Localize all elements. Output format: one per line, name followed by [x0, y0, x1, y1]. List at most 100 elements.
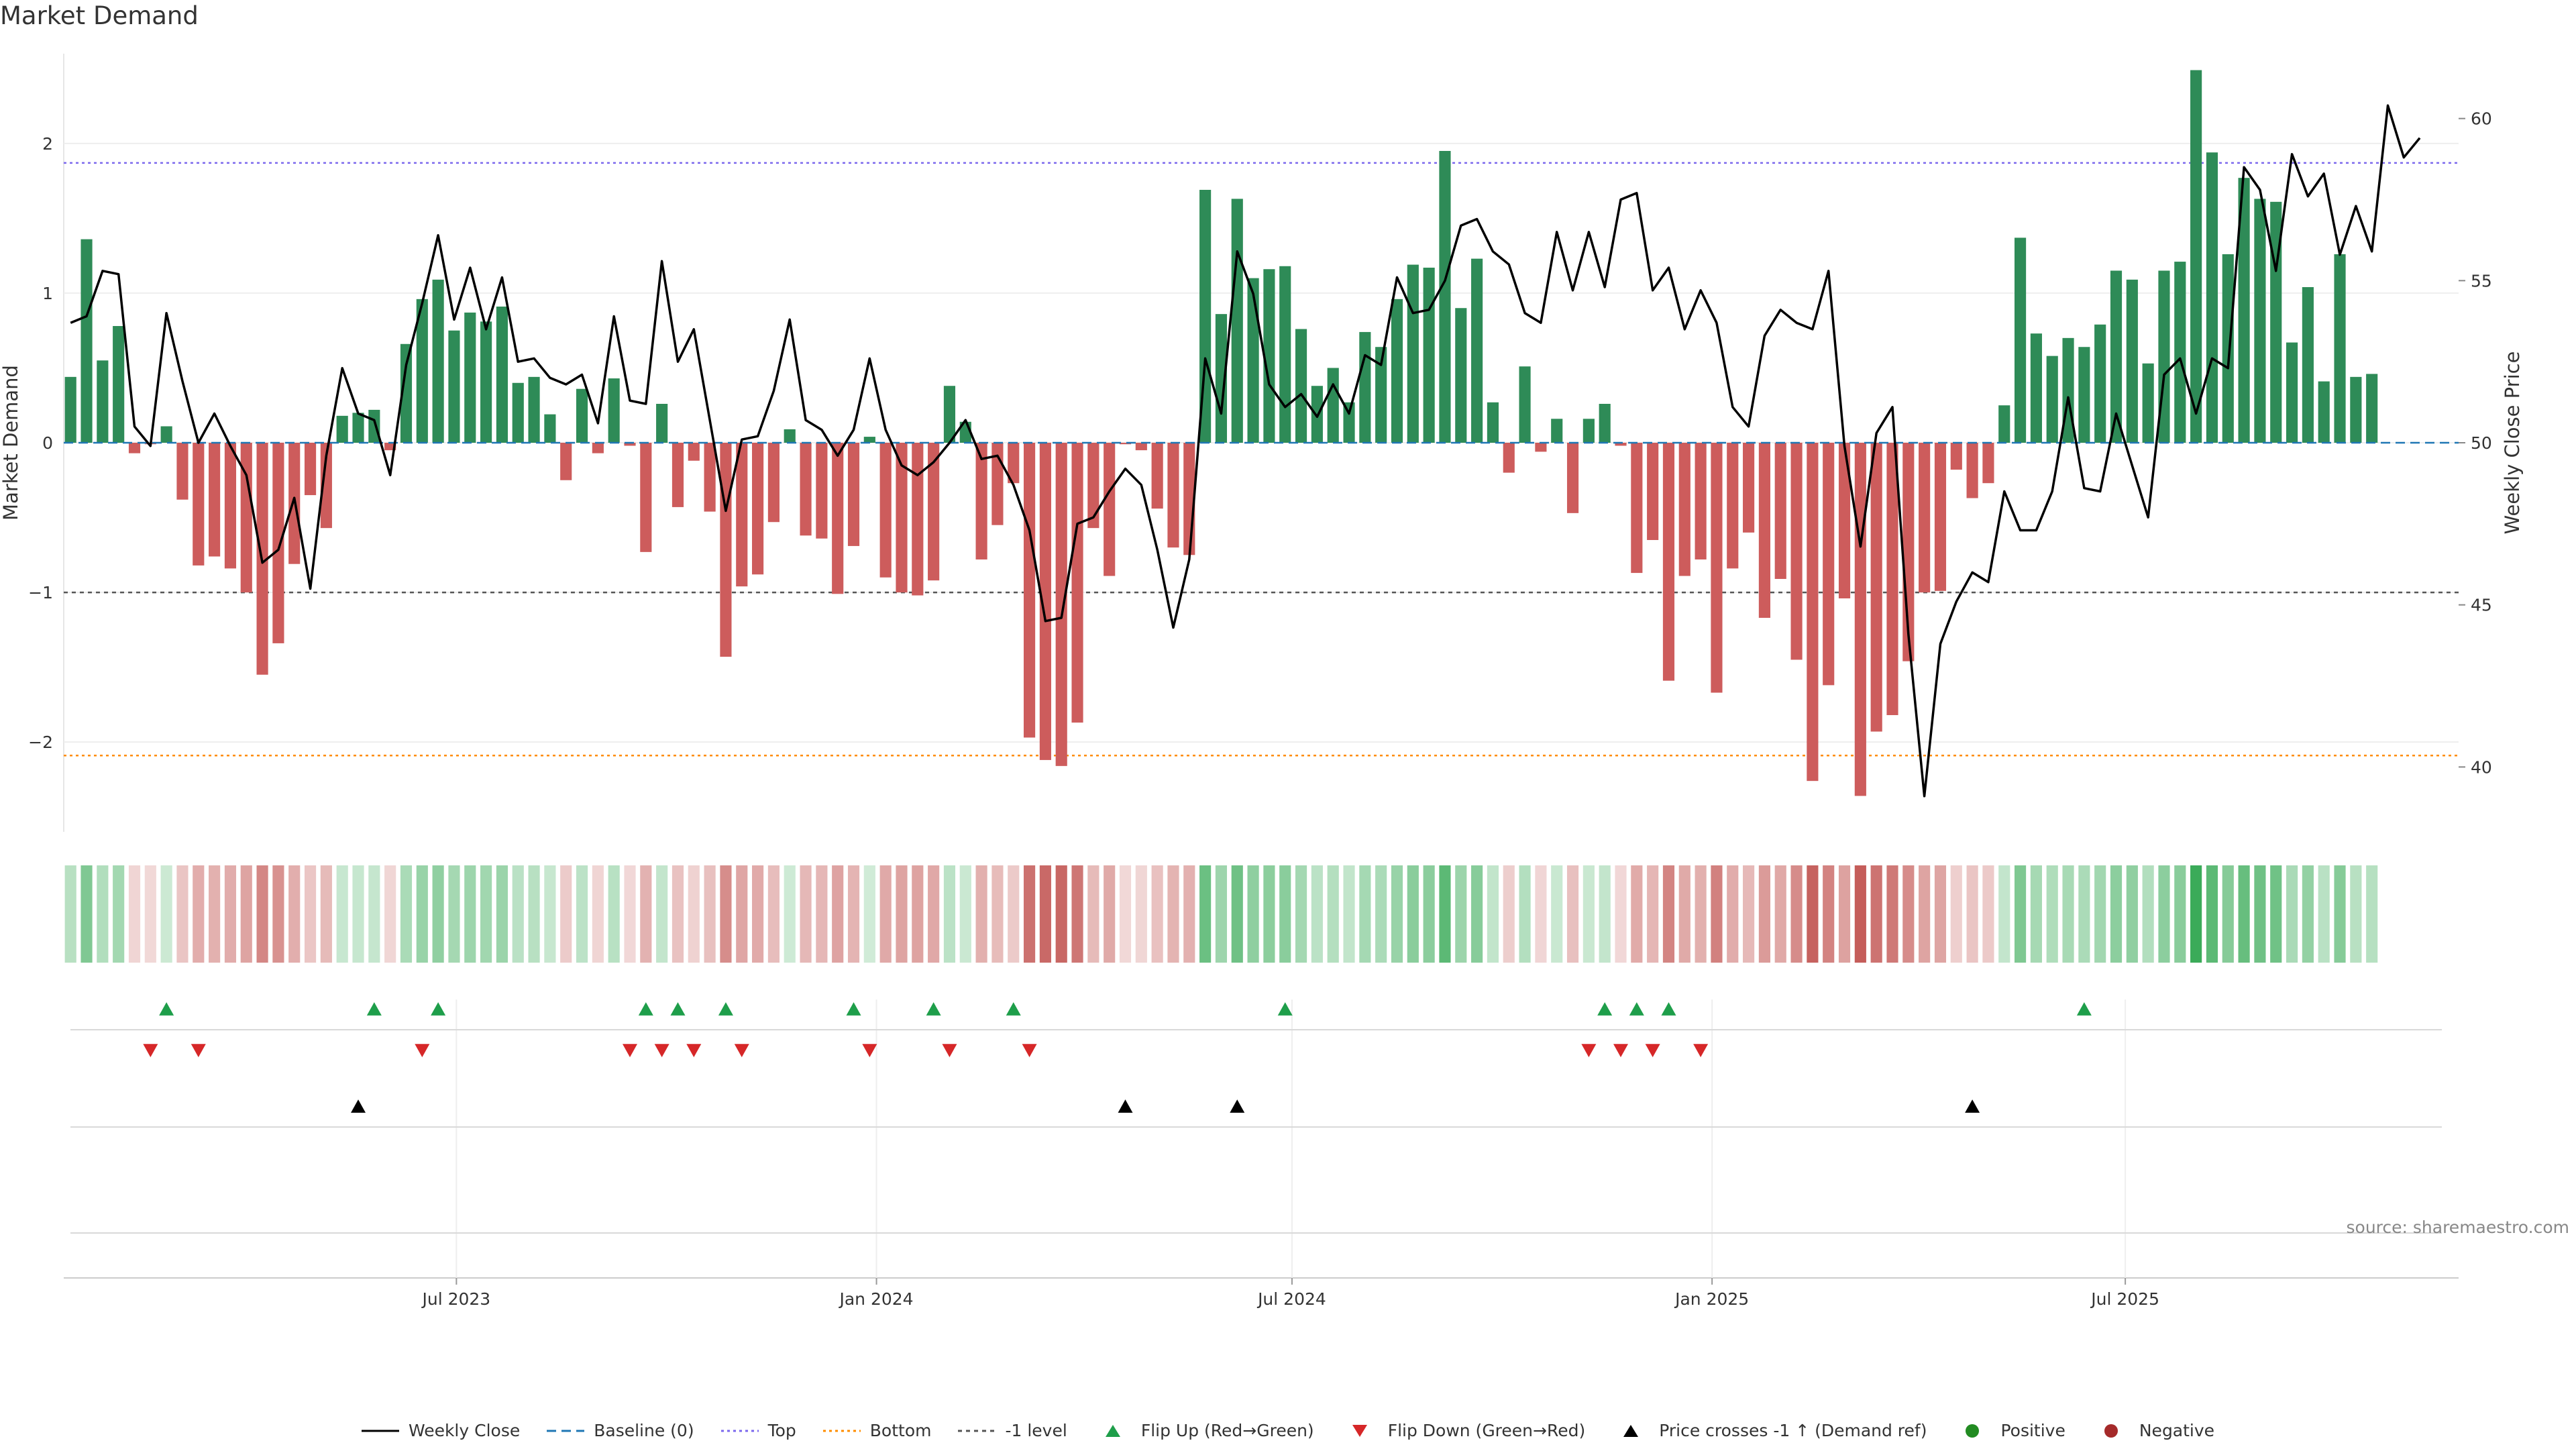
strip-cell-negative — [847, 865, 860, 963]
flip-up-marker — [1006, 1002, 1021, 1016]
strip-cell-positive — [2015, 865, 2027, 963]
demand-bar-negative — [832, 443, 844, 594]
demand-bar-positive — [1599, 404, 1611, 443]
legend-label: Positive — [2000, 1421, 2065, 1440]
demand-bar-positive — [1423, 268, 1435, 443]
y2-tick-label: 60 — [2471, 109, 2492, 129]
strip-cell-negative — [176, 865, 189, 963]
strip-cell-negative — [560, 865, 572, 963]
flip-up-marker — [926, 1002, 941, 1016]
flip-down-marker — [862, 1044, 877, 1057]
demand-bar-negative — [1695, 443, 1707, 559]
demand-bar-negative — [592, 443, 604, 453]
strip-cell-positive — [1582, 865, 1595, 963]
demand-bar-negative — [879, 443, 892, 578]
demand-bar-negative — [1503, 443, 1515, 473]
strip-cell-negative — [1119, 865, 1132, 963]
strip-cell-positive — [2206, 865, 2218, 963]
demand-bar-negative — [896, 443, 908, 593]
strip-cell-positive — [2046, 865, 2058, 963]
legend-item-baseline: Baseline (0) — [547, 1421, 694, 1440]
legend-item-positive: Positive — [1953, 1421, 2065, 1440]
strip-cell-positive — [1998, 865, 2010, 963]
strip-cell-positive — [784, 865, 796, 963]
demand-bar-positive — [1582, 419, 1595, 443]
demand-bar-positive — [496, 307, 508, 443]
strip-cell-negative — [1854, 865, 1866, 963]
flip-down-marker — [143, 1044, 158, 1057]
demand-bar-negative — [1566, 443, 1579, 513]
legend-label: Weekly Close — [408, 1421, 521, 1440]
flip-down-marker — [1581, 1044, 1597, 1057]
demand-bar-positive — [2078, 347, 2090, 443]
flip-up-marker — [670, 1002, 686, 1016]
strip-cell-positive — [1263, 865, 1275, 963]
strip-cell-negative — [1774, 865, 1786, 963]
x-tick-label: Jan 2025 — [1674, 1289, 1749, 1309]
strip-cell-negative — [1631, 865, 1643, 963]
demand-bar-negative — [272, 443, 284, 643]
strip-cell-positive — [2302, 865, 2314, 963]
strip-cell-positive — [1231, 865, 1243, 963]
demand-bar-negative — [688, 443, 700, 461]
demand-bar-negative — [224, 443, 237, 569]
strip-cell-positive — [416, 865, 428, 963]
strip-cell-positive — [1247, 865, 1259, 963]
strip-cell-negative — [991, 865, 1004, 963]
strip-cell-positive — [656, 865, 668, 963]
demand-bar-negative — [384, 443, 396, 451]
demand-bar-positive — [2174, 262, 2186, 443]
strip-cell-positive — [1391, 865, 1403, 963]
strip-cell-positive — [528, 865, 540, 963]
chart-title: Market Demand — [0, 1, 199, 30]
demand-bar-negative — [912, 443, 924, 596]
y2-tick-label: 40 — [2471, 757, 2492, 777]
demand-bar-positive — [1519, 366, 1531, 443]
demand-bars — [64, 70, 2378, 796]
legend-swatch-top — [720, 1430, 759, 1432]
strip-cell-negative — [672, 865, 684, 963]
strip-cell-positive — [512, 865, 524, 963]
strip-cell-negative — [320, 865, 332, 963]
demand-bar-negative — [1950, 443, 1962, 470]
legend-label: Baseline (0) — [594, 1421, 694, 1440]
demand-bar-positive — [1295, 329, 1307, 443]
strip-cell-negative — [736, 865, 748, 963]
x-tick-label: Jan 2024 — [838, 1289, 913, 1309]
strip-cell-positive — [1551, 865, 1563, 963]
demand-bar-positive — [352, 413, 364, 443]
strip-cell-positive — [1343, 865, 1355, 963]
strip-cell-positive — [97, 865, 109, 963]
strip-cell-negative — [144, 865, 156, 963]
flip-up-marker — [718, 1002, 733, 1016]
strip-cell-negative — [928, 865, 940, 963]
strip-cell-negative — [1727, 865, 1739, 963]
flip-down-marker — [623, 1044, 638, 1057]
y-tick-label: 2 — [42, 134, 53, 154]
strip-cell-positive — [2270, 865, 2282, 963]
strip-cell-negative — [624, 865, 636, 963]
strip-cell-positive — [1439, 865, 1451, 963]
strip-cell-negative — [1535, 865, 1547, 963]
demand-bar-positive — [1998, 405, 2010, 443]
flip-down-marker — [654, 1044, 669, 1057]
y2-tick-label: 55 — [2471, 271, 2492, 290]
strip-cell-negative — [767, 865, 780, 963]
price-cross-marker — [351, 1099, 366, 1113]
demand-bar-negative — [320, 443, 332, 529]
demand-bar-positive — [2030, 333, 2042, 443]
flip-up-marker — [159, 1002, 174, 1016]
demand-bar-positive — [448, 330, 460, 443]
strip-cell-negative — [1711, 865, 1723, 963]
strip-cell-positive — [464, 865, 476, 963]
demand-bar-positive — [2254, 199, 2266, 443]
legend-label: Negative — [2139, 1421, 2215, 1440]
strip-cell-negative — [1008, 865, 1020, 963]
demand-bar-negative — [1119, 443, 1132, 445]
strip-cell-positive — [2078, 865, 2090, 963]
strip-cell-negative — [1087, 865, 1099, 963]
demand-bar-negative — [1934, 443, 1947, 591]
demand-bar-negative — [1823, 443, 1835, 686]
